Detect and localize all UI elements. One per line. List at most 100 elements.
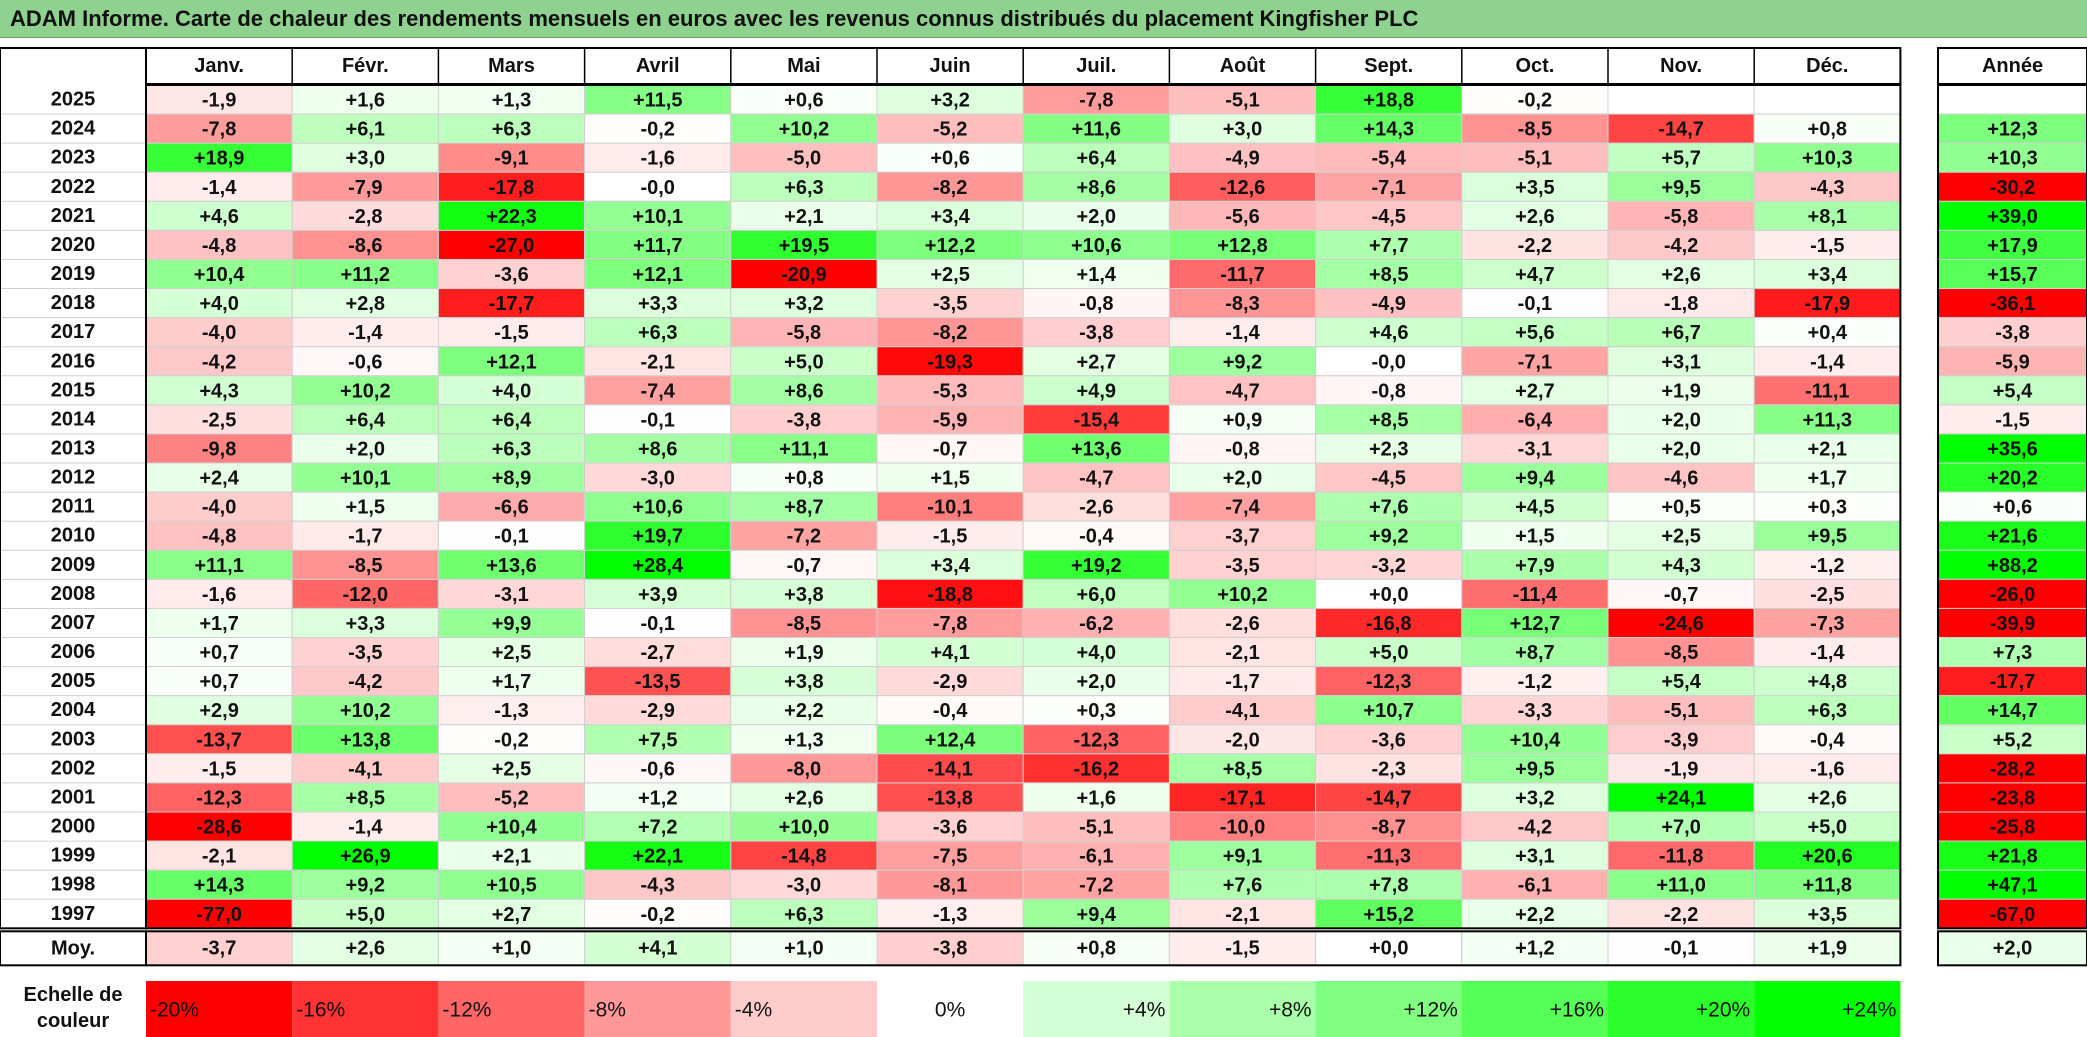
heat-cell (1022, 724, 1170, 755)
heat-cell (1022, 433, 1170, 464)
heat-cell-value: +10,4 (194, 264, 245, 286)
heat-cell-value: -2,8 (348, 206, 382, 228)
heat-cell (1461, 520, 1609, 551)
heat-cell-value: -5,2 (494, 787, 528, 809)
heat-cell (1607, 840, 1755, 871)
heat-cell-value: +0,3 (1077, 700, 1116, 722)
heat-cell-value: +6,4 (346, 409, 386, 431)
heat-cell-value: -12,0 (343, 584, 389, 606)
annual-cell (1937, 753, 2087, 784)
heat-cell-value: -17,8 (489, 177, 535, 199)
annual-cell (1937, 288, 2087, 319)
heat-cell (1753, 346, 1901, 377)
heat-cell (1315, 898, 1463, 929)
heat-cell-value: +12,4 (925, 729, 976, 751)
heat-cell-value: -0,7 (1664, 584, 1698, 606)
heat-cell (1315, 637, 1463, 668)
heat-cell (584, 549, 732, 580)
heat-cell (730, 113, 878, 144)
heat-cell (1315, 171, 1463, 202)
heat-cell-value: -0,4 (1079, 526, 1114, 548)
heat-cell-value: +7,7 (1369, 235, 1408, 257)
heat-cell-value: +9,2 (1369, 526, 1408, 548)
heat-cell-value: +11,7 (633, 235, 683, 257)
heat-cell (1168, 578, 1317, 609)
heat-cell-value: -20,9 (781, 264, 827, 286)
heat-cell-value: -5,8 (1664, 206, 1698, 228)
heat-cell (291, 142, 439, 173)
heat-cell-value: -14,1 (927, 758, 973, 780)
heat-cell-value: +6,4 (492, 409, 532, 431)
heat-cell (1168, 724, 1317, 755)
heat-cell-value: -1,6 (640, 148, 674, 170)
heat-cell-value: +0,3 (1808, 497, 1847, 519)
heat-cell-value: +1,9 (1661, 380, 1700, 402)
heat-cell-value: +6,3 (784, 177, 823, 199)
heat-cell (1607, 200, 1755, 231)
heat-cell-value: -4,7 (1225, 380, 1259, 402)
heat-cell-value: +2,0 (1661, 439, 1700, 461)
heat-cell-value: -8,5 (1664, 642, 1698, 664)
average-cell (1461, 930, 1609, 966)
annual-cell-value: -1,5 (1995, 409, 2029, 431)
heat-cell (291, 229, 439, 260)
heat-cell-value: +12,2 (925, 235, 976, 257)
heat-cell-value: +0,5 (1661, 497, 1700, 519)
heat-cell-value: -3,5 (933, 293, 967, 315)
heat-cell (1607, 695, 1755, 726)
heat-cell-value: +18,8 (1363, 90, 1414, 112)
heat-cell (1753, 840, 1901, 871)
heat-cell (1461, 113, 1609, 144)
heat-cell-value: -2,1 (1225, 642, 1259, 664)
heat-cell (145, 200, 293, 231)
heat-cell-value: +2,0 (1077, 671, 1116, 693)
heat-cell-value: +26,9 (340, 846, 391, 868)
heat-cell (1461, 607, 1609, 639)
heat-cell (584, 404, 732, 435)
heat-cell-value: -7,8 (1079, 90, 1113, 112)
heat-cell (1315, 607, 1463, 639)
heat-cell (1461, 258, 1609, 290)
heat-cell-value: -3,6 (494, 264, 528, 286)
heat-cell-value: +10,3 (1802, 148, 1853, 170)
heat-cell-value: -3,9 (1664, 729, 1698, 751)
annual-cell-value: +21,8 (1987, 846, 2038, 868)
heat-cell-value: +9,5 (1661, 177, 1700, 199)
heat-cell-value: +2,0 (346, 439, 385, 461)
heat-cell-value: +18,9 (194, 148, 245, 170)
heat-cell-value: -4,5 (1371, 468, 1405, 490)
heat-cell-value: -13,8 (927, 787, 973, 809)
heat-cell (1607, 229, 1755, 260)
annual-cell-value: +5,2 (1993, 729, 2032, 751)
heat-cell-value: +6,3 (1808, 700, 1847, 722)
heat-cell-value: -6,2 (1079, 613, 1113, 635)
heat-cell (876, 84, 1024, 115)
heat-cell-value: -4,2 (202, 351, 236, 373)
heat-cell-value: -0,1 (494, 526, 528, 548)
heat-cell (876, 491, 1024, 522)
heat-cell-value: +9,2 (346, 875, 385, 897)
heat-cell (1461, 782, 1609, 813)
heat-cell-value: +10,6 (632, 497, 683, 519)
heat-cell-value: -1,4 (1810, 642, 1845, 664)
heat-cell-value: -8,5 (787, 613, 821, 635)
annual-cell-value: +10,3 (1987, 148, 2038, 170)
heat-cell (437, 782, 586, 813)
heat-cell (1168, 258, 1317, 290)
heat-cell-value: +8,7 (784, 497, 823, 519)
legend-stop-label: -20% (150, 999, 199, 1022)
heat-cell-value: -2,1 (1225, 904, 1259, 926)
heat-cell-value: +3,1 (1661, 351, 1700, 373)
heat-cell-value: -0,8 (1079, 293, 1113, 315)
heat-cell (1607, 578, 1755, 609)
heat-cell-value: -0,2 (640, 119, 674, 141)
column-header-10: Oct. (1515, 55, 1554, 77)
row-year-label: 1998 (51, 874, 96, 896)
row-year-label: 2025 (51, 89, 96, 111)
heat-cell (876, 200, 1024, 231)
legend-stop-label: +16% (1550, 999, 1604, 1022)
heat-cell-value: -3,6 (933, 817, 967, 839)
heat-cell (584, 375, 732, 406)
heat-cell (437, 549, 586, 580)
heat-cell (1607, 346, 1755, 377)
